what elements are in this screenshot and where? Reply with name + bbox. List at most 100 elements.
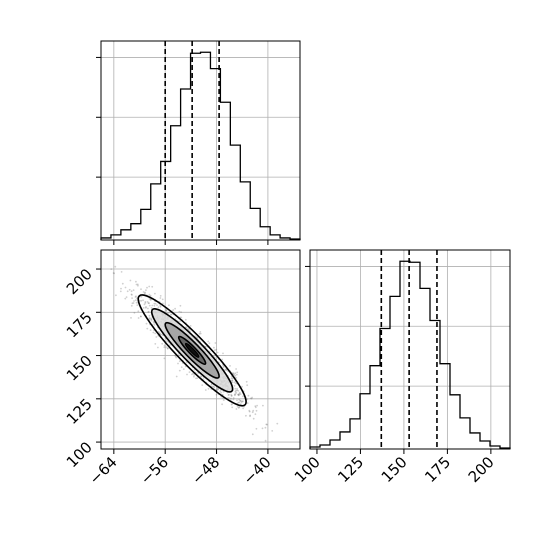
scatter-point: [158, 332, 161, 334]
scatter-point: [235, 368, 238, 370]
scatter-point: [252, 417, 255, 420]
scatter-point: [146, 301, 149, 303]
scatter-point: [137, 317, 140, 319]
scatter-point: [256, 404, 258, 407]
scatter-point: [145, 289, 147, 291]
scatter-point: [233, 373, 236, 376]
scatter-point: [266, 423, 268, 426]
scatter-point: [254, 405, 257, 407]
scatter-point: [153, 304, 156, 307]
scatter-point: [234, 394, 236, 397]
scatter-point: [129, 279, 132, 282]
scatter-point: [195, 377, 197, 380]
histogram-step-line: [100, 51, 301, 240]
scatter-point: [136, 283, 139, 286]
scatter-point: [178, 369, 181, 372]
scatter-point: [157, 306, 160, 309]
scatter-point: [124, 286, 127, 289]
scatter-point: [236, 371, 239, 374]
scatter-point: [248, 409, 251, 412]
scatter-point: [249, 397, 252, 400]
scatter-point: [154, 332, 157, 335]
scatter-point: [124, 297, 127, 300]
y-tick-label: 200: [63, 265, 96, 298]
scatter-point: [212, 385, 215, 388]
scatter-point: [213, 349, 216, 352]
scatter-point: [216, 388, 219, 391]
scatter-point: [150, 318, 153, 320]
scatter-point: [216, 387, 219, 390]
scatter-point: [201, 384, 204, 386]
panel-frame: [100, 249, 301, 450]
scatter-point: [228, 396, 230, 399]
scatter-point: [238, 401, 241, 404]
scatter-point: [208, 342, 211, 344]
scatter-point: [157, 346, 159, 349]
scatter-point: [237, 394, 240, 397]
scatter-point: [215, 348, 218, 351]
scatter-point: [138, 300, 141, 302]
scatter-point: [159, 295, 162, 297]
scatter-point: [131, 302, 134, 305]
scatter-point: [161, 298, 164, 301]
scatter-point: [187, 328, 189, 330]
scatter-point: [148, 302, 150, 305]
scatter-point: [184, 365, 187, 368]
scatter-point: [157, 330, 160, 333]
scatter-point: [146, 286, 148, 289]
scatter-point: [234, 387, 237, 390]
scatter-point: [144, 291, 147, 294]
scatter-point: [234, 374, 237, 377]
scatter-point: [231, 379, 234, 382]
scatter-point: [132, 289, 135, 291]
histogram-step-line: [309, 260, 511, 449]
scatter-point: [238, 391, 241, 394]
scatter-point: [163, 357, 166, 360]
scatter-point: [172, 309, 175, 311]
scatter-point: [216, 351, 219, 354]
scatter-point: [222, 390, 225, 393]
scatter-point: [143, 303, 146, 306]
scatter-point: [135, 295, 137, 298]
scatter-point: [185, 326, 188, 328]
scatter-point: [110, 268, 113, 270]
scatter-point: [140, 299, 143, 302]
scatter-point: [189, 325, 192, 327]
scatter-point: [187, 328, 190, 331]
scatter-point: [140, 295, 143, 298]
scatter-point: [161, 342, 164, 345]
scatter-point: [128, 288, 131, 291]
scatter-point: [180, 366, 183, 369]
scatter-point: [236, 373, 238, 376]
scatter-point: [143, 292, 146, 295]
scatter-point: [178, 360, 181, 363]
scatter-point: [246, 398, 249, 401]
scatter-point: [170, 313, 173, 316]
scatter-point: [150, 298, 152, 301]
scatter-point: [133, 300, 135, 302]
scatter-point: [231, 379, 233, 382]
scatter-point: [199, 375, 202, 378]
scatter-point: [195, 336, 198, 339]
scatter-point: [174, 355, 177, 358]
scatter-point: [149, 317, 152, 320]
scatter-point: [142, 291, 145, 293]
scatter-point: [262, 404, 264, 407]
x-tick-label: −64: [86, 453, 121, 488]
scatter-point: [261, 427, 264, 430]
scatter-point: [180, 311, 183, 314]
scatter-point: [264, 426, 267, 429]
scatter-point: [165, 309, 168, 312]
scatter-point: [276, 422, 279, 425]
scatter-point: [235, 389, 237, 392]
scatter-point: [149, 298, 152, 301]
scatter-point: [251, 433, 254, 436]
scatter-point: [147, 307, 149, 310]
scatter-density-panel: −64 −56 −48 −40 100 125 150 175 200: [63, 249, 301, 488]
scatter-point: [151, 285, 154, 288]
scatter-point: [207, 387, 210, 390]
scatter-point: [188, 371, 191, 373]
scatter-point: [144, 302, 147, 304]
scatter-point: [230, 395, 233, 397]
scatter-point: [178, 310, 181, 313]
